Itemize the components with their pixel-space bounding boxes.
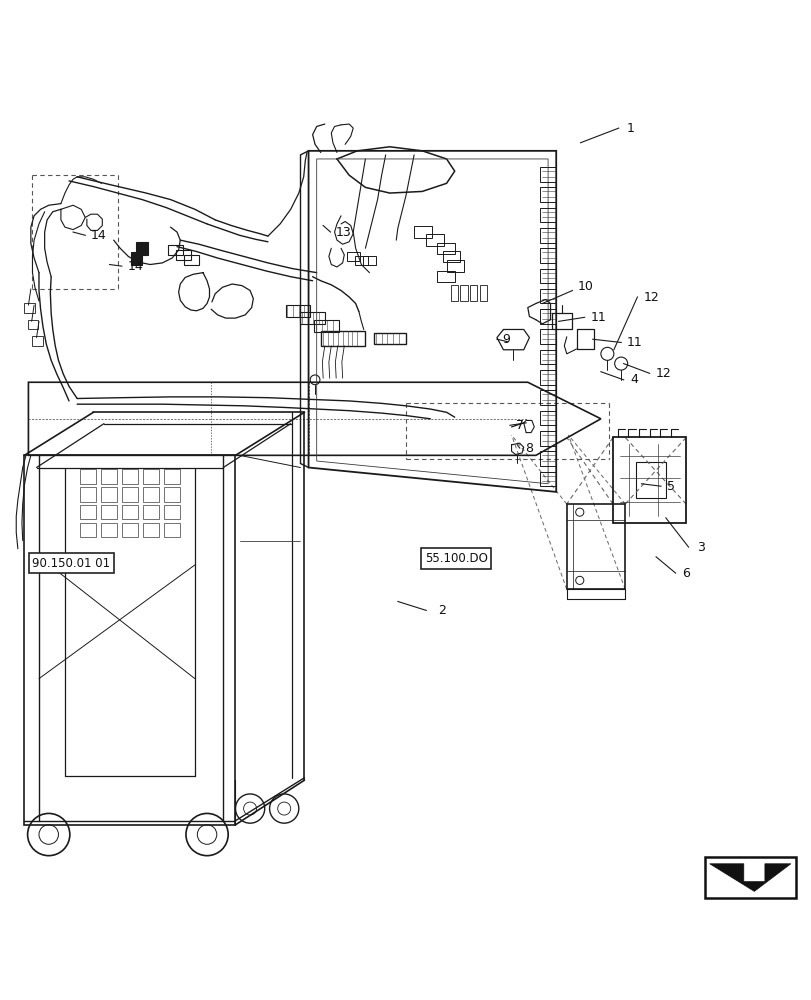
Text: 10: 10 (577, 280, 594, 293)
Polygon shape (136, 242, 148, 255)
Text: 7: 7 (515, 419, 523, 432)
Text: 4: 4 (629, 373, 637, 386)
Text: 14: 14 (127, 260, 143, 273)
Text: 12: 12 (655, 367, 671, 380)
Text: 1: 1 (626, 122, 634, 135)
Text: 8: 8 (525, 442, 533, 455)
Text: 14: 14 (91, 229, 106, 242)
Text: 3: 3 (696, 541, 704, 554)
Polygon shape (131, 252, 142, 265)
Text: 90.150.01 01: 90.150.01 01 (32, 557, 110, 570)
Text: 13: 13 (336, 226, 351, 239)
Polygon shape (709, 864, 790, 891)
Text: 5: 5 (667, 480, 675, 493)
Text: 9: 9 (502, 333, 510, 346)
Text: 12: 12 (643, 291, 659, 304)
Text: 55.100.DO: 55.100.DO (424, 552, 487, 565)
Text: 2: 2 (438, 604, 446, 617)
Text: 11: 11 (626, 336, 642, 349)
Text: 6: 6 (681, 567, 689, 580)
Text: 11: 11 (590, 311, 605, 324)
